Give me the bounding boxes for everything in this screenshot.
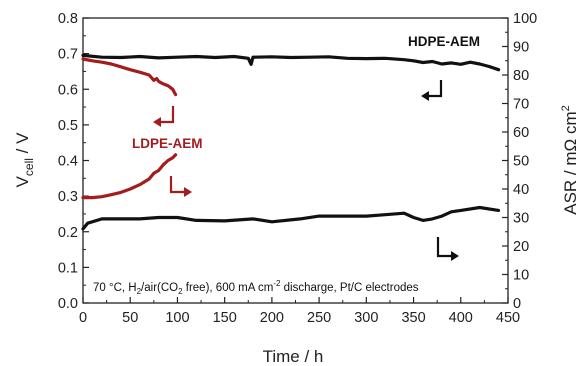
y-tick-label: 0.1 <box>58 260 78 276</box>
series-ldpe-voltage <box>81 57 178 97</box>
x-tick-label: 200 <box>260 310 284 326</box>
x-tick-label: 150 <box>213 310 237 326</box>
hdpe-voltage-arrow-line <box>427 80 443 98</box>
right-y-axis: 0 10 20 30 40 50 60 70 80 90 100 <box>502 11 537 312</box>
left-y-axis-title: Vcell / V <box>13 132 36 188</box>
hdpe-voltage-arrow-head <box>421 91 429 101</box>
y-tick-label: 0.8 <box>58 11 78 27</box>
y2-tick-label: 60 <box>513 125 529 141</box>
y-tick-label: 0.5 <box>58 118 78 134</box>
y2-tick-label: 40 <box>513 182 529 198</box>
hdpe-voltage-arrow <box>421 80 443 101</box>
right-y-axis-title: ASR / mΩ cm2 <box>560 105 580 215</box>
annotation-part: 2 <box>137 287 142 296</box>
hdpe-asr-arrow-head <box>451 251 459 261</box>
series-hdpe-asr <box>81 205 501 231</box>
x-tick-label: 100 <box>165 310 189 326</box>
hdpe-asr-arrow-line <box>436 237 452 258</box>
ldpe-voltage-arrow-line <box>159 106 175 124</box>
y-tick-label: 0.4 <box>58 154 78 170</box>
x-tick-label: 400 <box>449 310 473 326</box>
x-axis: 0 50 100 150 200 250 300 350 400 450 <box>79 297 520 326</box>
y-tick-label: 0.2 <box>58 225 78 241</box>
ldpe-asr-arrow-head <box>184 187 192 197</box>
y-tick-label: 0.6 <box>58 82 78 98</box>
series-layer <box>81 53 501 231</box>
y-tick-label: 0.7 <box>58 47 78 63</box>
annotation-part: discharge, Pt/C electrodes <box>280 282 418 294</box>
y-label-unit: / V <box>13 132 32 158</box>
y2-tick-label: 30 <box>513 211 529 227</box>
plot-border <box>82 17 509 304</box>
series-label-ldpe: LDPE-AEM <box>132 136 203 151</box>
y2-tick-label: 20 <box>513 239 529 255</box>
y-label-main: V <box>13 175 32 187</box>
y2-tick-label: 70 <box>513 97 529 113</box>
annotation-part: 2 <box>178 287 183 296</box>
x-tick-label: 450 <box>496 310 520 326</box>
y2-tick-label: 80 <box>513 68 529 84</box>
y2-label-sup: 2 <box>560 105 572 111</box>
y2-tick-label: 0 <box>513 296 521 312</box>
ldpe-voltage-arrow-head <box>153 117 161 127</box>
x-tick-label: 0 <box>79 310 87 326</box>
x-tick-label: 250 <box>307 310 331 326</box>
conditions-annotation: 70 °C, H2/air(CO2 free), 600 mA cm-2 dis… <box>93 279 419 296</box>
y-label-sub: cell <box>22 158 36 176</box>
series-label-hdpe: HDPE-AEM <box>408 34 480 49</box>
y-tick-label: 0.3 <box>58 189 78 205</box>
annotation-part: -2 <box>273 279 281 288</box>
series-hdpe-voltage <box>81 53 501 72</box>
ldpe-asr-arrow-line <box>169 176 185 194</box>
axis-arrows <box>153 80 459 261</box>
x-tick-label: 300 <box>354 310 378 326</box>
ldpe-asr-arrow <box>169 176 192 197</box>
y2-tick-label: 100 <box>513 11 537 27</box>
series-ldpe-asr <box>81 153 178 200</box>
y2-tick-label: 90 <box>513 40 529 56</box>
annotation-part: free), 600 mA cm <box>183 282 274 294</box>
y2-tick-label: 10 <box>513 268 529 284</box>
hdpe-asr-arrow <box>436 237 459 261</box>
ldpe-voltage-arrow <box>153 106 175 127</box>
annotation-part: /air(CO <box>141 282 178 294</box>
x-tick-label: 350 <box>401 310 425 326</box>
left-y-axis: 0.0 0.1 0.2 0.3 0.4 0.5 0.6 0.7 0.8 <box>58 11 89 312</box>
x-axis-title: Time / h <box>263 347 324 366</box>
y2-tick-label: 50 <box>513 154 529 170</box>
annotation-part: 70 °C, H <box>93 282 137 294</box>
plot-frame <box>82 17 509 304</box>
y2-label-text: ASR / mΩ cm <box>561 111 580 214</box>
y-tick-label: 0.0 <box>58 296 78 312</box>
x-tick-label: 50 <box>122 310 138 326</box>
